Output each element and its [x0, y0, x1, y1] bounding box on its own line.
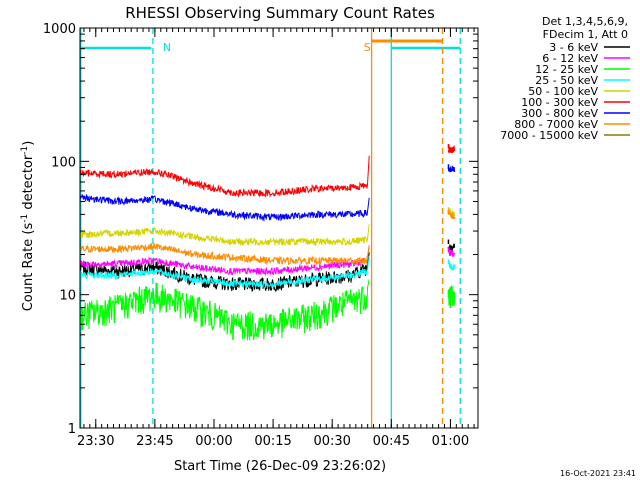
y-axis-label-mid: detector	[21, 154, 36, 214]
x-tick-label-1: 23:45	[136, 434, 173, 449]
timestamp: 16-Oct-2021 23:41	[560, 469, 636, 478]
series-tail-5	[447, 144, 456, 155]
series-1	[79, 245, 456, 277]
legend-label-5: 100 - 300 keV	[521, 96, 598, 109]
legend-label-0: 3 - 6 keV	[549, 41, 598, 54]
series-line-3	[79, 255, 370, 290]
legend-label-2: 12 - 25 keV	[535, 63, 598, 76]
x-tick-label-2: 00:00	[195, 434, 232, 449]
axes: 1 10 100 1000 23:30 23:45 00:00 00:15 00:30 00:45…	[43, 22, 479, 449]
series-tail-1	[447, 246, 456, 258]
series-tail-7	[447, 208, 456, 220]
y-tick-label-3: 1000	[43, 22, 76, 37]
legend-header-line-2: FDecim 1, Att 0	[543, 28, 628, 41]
series-2	[79, 279, 456, 341]
x-tick-label-6: 01:00	[432, 434, 469, 449]
legend: Det 1,3,4,5,6,9, FDecim 1, Att 0 3 - 6 k…	[500, 15, 630, 142]
series-3	[79, 255, 456, 290]
x-tick-label-5: 00:45	[373, 434, 410, 449]
annotation-n: N	[163, 41, 171, 54]
series-line-1	[79, 245, 370, 277]
y-axis-label-sup2: -1	[20, 146, 30, 155]
legend-label-6: 300 - 800 keV	[521, 107, 598, 120]
y-axis-label-sup1: -1	[20, 214, 30, 223]
series-line-7	[79, 242, 370, 266]
legend-label-7: 800 - 7000 keV	[514, 118, 598, 131]
series-4	[79, 207, 456, 247]
series-line-6	[79, 194, 370, 222]
series-line-0	[79, 252, 370, 293]
y-tick-label-0: 1	[68, 422, 76, 437]
legend-label-4: 50 - 100 keV	[528, 85, 598, 98]
series-line-2	[79, 279, 370, 341]
x-tick-label-4: 00:30	[313, 434, 350, 449]
series-5	[79, 143, 456, 199]
series-tail-6	[447, 165, 456, 173]
legend-label-8: 7000 - 15000 keV	[500, 129, 598, 142]
legend-label-3: 25 - 50 keV	[535, 74, 598, 87]
y-tick-label-1: 10	[59, 289, 76, 304]
chart-title: RHESSI Observing Summary Count Rates	[125, 4, 435, 22]
x-tick-label-0: 23:30	[77, 434, 114, 449]
series-6	[79, 164, 456, 222]
y-axis-label-end: )	[21, 141, 36, 146]
legend-label-1: 6 - 12 keV	[542, 52, 598, 65]
y-axis-label-main: Count Rate (s	[21, 223, 36, 312]
series-tail-3	[447, 261, 456, 272]
x-tick-label-3: 00:15	[254, 434, 291, 449]
series-line-4	[79, 224, 370, 247]
annotation-s: S	[364, 41, 371, 54]
y-axis-label: Count Rate (s-1 detector-1)	[20, 141, 36, 312]
series-line-5	[79, 155, 370, 199]
plot-frame	[79, 27, 479, 429]
y-tick-label-2: 100	[51, 155, 76, 170]
series-7	[79, 208, 456, 266]
series-tail-2	[447, 284, 456, 309]
x-axis-label: Start Time (26-Dec-09 23:26:02)	[174, 459, 386, 474]
legend-header-line-1: Det 1,3,4,5,6,9,	[542, 15, 628, 28]
